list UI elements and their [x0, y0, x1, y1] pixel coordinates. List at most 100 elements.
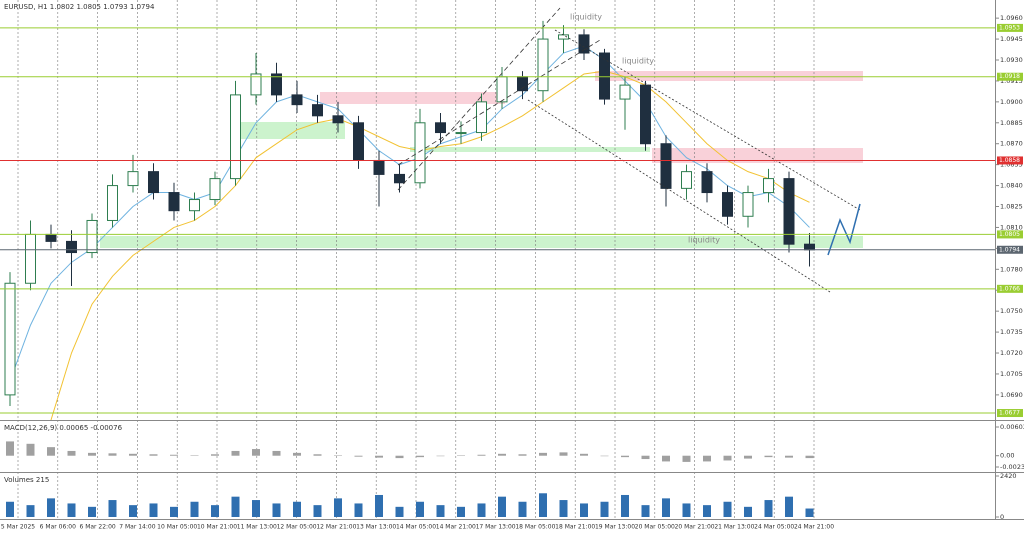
volume-bar [88, 506, 96, 517]
moving-average [9, 45, 810, 382]
macd-bar [641, 455, 650, 460]
macd-bar [518, 454, 527, 456]
volume-title: Volumes 215 [4, 476, 49, 484]
volume-bar [662, 498, 670, 517]
macd-bar [211, 454, 219, 456]
level-label: 1.0794 [999, 246, 1020, 253]
candle-body [517, 76, 528, 92]
macd-bar [621, 455, 629, 458]
y-tick-label: 1.0840 [1000, 182, 1023, 190]
candle-body [373, 159, 385, 175]
y-tick-label: 1.0720 [1000, 349, 1023, 357]
candle-body [271, 73, 282, 96]
volume-bar [313, 505, 322, 517]
x-tick-label: 5 Mar 2025 [1, 524, 35, 531]
volume-bar [457, 506, 465, 517]
x-tick-label: 18 Mar 21:00 [555, 524, 595, 531]
candle-body [86, 219, 98, 254]
macd-bar [252, 449, 260, 456]
level-label: 1.0677 [999, 410, 1020, 417]
volume-bar [621, 494, 629, 517]
volume-bar [395, 506, 404, 517]
candle-body [681, 171, 692, 189]
x-tick-label: 6 Mar 06:00 [40, 524, 76, 531]
macd-bar [539, 452, 547, 456]
chart-title: EURUSD, H1 1.0802 1.0805 1.0793 1.0794 [4, 3, 155, 11]
annotation: liquidity [622, 57, 654, 66]
candle-body [332, 115, 344, 124]
x-tick-label: 11 Mar 13:00 [237, 524, 277, 531]
volume-bar [477, 503, 486, 517]
volume-bar [498, 496, 506, 517]
macd-bar [26, 443, 35, 456]
volume-bar [272, 503, 281, 517]
volume-bar [149, 503, 158, 517]
volume-bar [641, 505, 650, 517]
candle-body [660, 143, 672, 189]
level-label: 1.0766 [999, 285, 1020, 292]
candle-body [4, 282, 16, 396]
x-tick-label: 6 Mar 22:00 [79, 524, 115, 531]
volume-bar [723, 501, 732, 517]
level-tag [997, 156, 1023, 165]
volume-bar [559, 500, 568, 517]
x-tick-label: 19 Mar 13:00 [595, 524, 635, 531]
macd-bar [662, 455, 670, 462]
x-tick-label: 12 Mar 05:00 [277, 524, 317, 531]
y-tick-label: 1.0855 [1000, 161, 1023, 169]
y-tick-label: 1.0825 [1000, 203, 1023, 211]
volume-bar [354, 503, 363, 517]
y-tick-label: 1.0735 [1000, 328, 1023, 336]
macd-bar [682, 455, 691, 462]
macd-bar [477, 454, 486, 456]
y-tick-label: 1.0930 [1000, 56, 1023, 64]
x-tick-label: 14 Mar 05:00 [396, 524, 436, 531]
level-tag [997, 23, 1023, 32]
macd-bar [559, 452, 568, 456]
demand-zone [100, 236, 863, 248]
macd-bar [580, 453, 588, 456]
forecast-path [827, 203, 861, 256]
candle-body [619, 84, 631, 100]
x-tick-label: 20 Mar 21:00 [675, 524, 715, 531]
candle-body [476, 101, 487, 134]
volume-bar [129, 505, 137, 517]
x-tick-label: 10 Mar 05:00 [157, 524, 197, 531]
candle-body [599, 52, 610, 100]
macd-title: MACD(12,26,9) 0.00065 -0.00076 [4, 424, 123, 432]
volume-bar [785, 496, 793, 517]
candle-body [578, 34, 590, 54]
candle-body [189, 199, 200, 212]
grid [17, 0, 815, 520]
macd-bar [785, 455, 793, 458]
volume-bar [170, 506, 178, 517]
candle-body [230, 94, 241, 180]
candle-body [804, 243, 815, 251]
annotation: liquidity [570, 13, 602, 22]
macd-bar [149, 454, 158, 456]
candle-body [701, 171, 713, 194]
level-tag [997, 230, 1023, 239]
supply-zone [320, 92, 505, 104]
candle-body [394, 173, 405, 184]
macd-bar [375, 455, 383, 458]
macd-bar [416, 455, 424, 458]
candle-body [455, 132, 467, 135]
x-tick-label: 18 Mar 05:00 [515, 524, 555, 531]
candle-body [435, 122, 446, 134]
volume-bar [211, 505, 219, 517]
candle-body [66, 240, 77, 254]
volume-bar [108, 500, 117, 517]
macd-bar [744, 455, 752, 459]
volume-bar [436, 505, 445, 517]
volume-bar [703, 505, 711, 517]
volume-bar [744, 506, 752, 517]
volume-bar [539, 493, 547, 517]
volume-bar [334, 498, 342, 517]
macd-bar [805, 455, 814, 459]
x-tick-label: 21 Mar 13:00 [714, 524, 754, 531]
y-tick-label: 1.0810 [1000, 223, 1023, 231]
level-tag [997, 72, 1023, 81]
volume-bar [682, 503, 691, 517]
volume-bar [190, 501, 199, 517]
